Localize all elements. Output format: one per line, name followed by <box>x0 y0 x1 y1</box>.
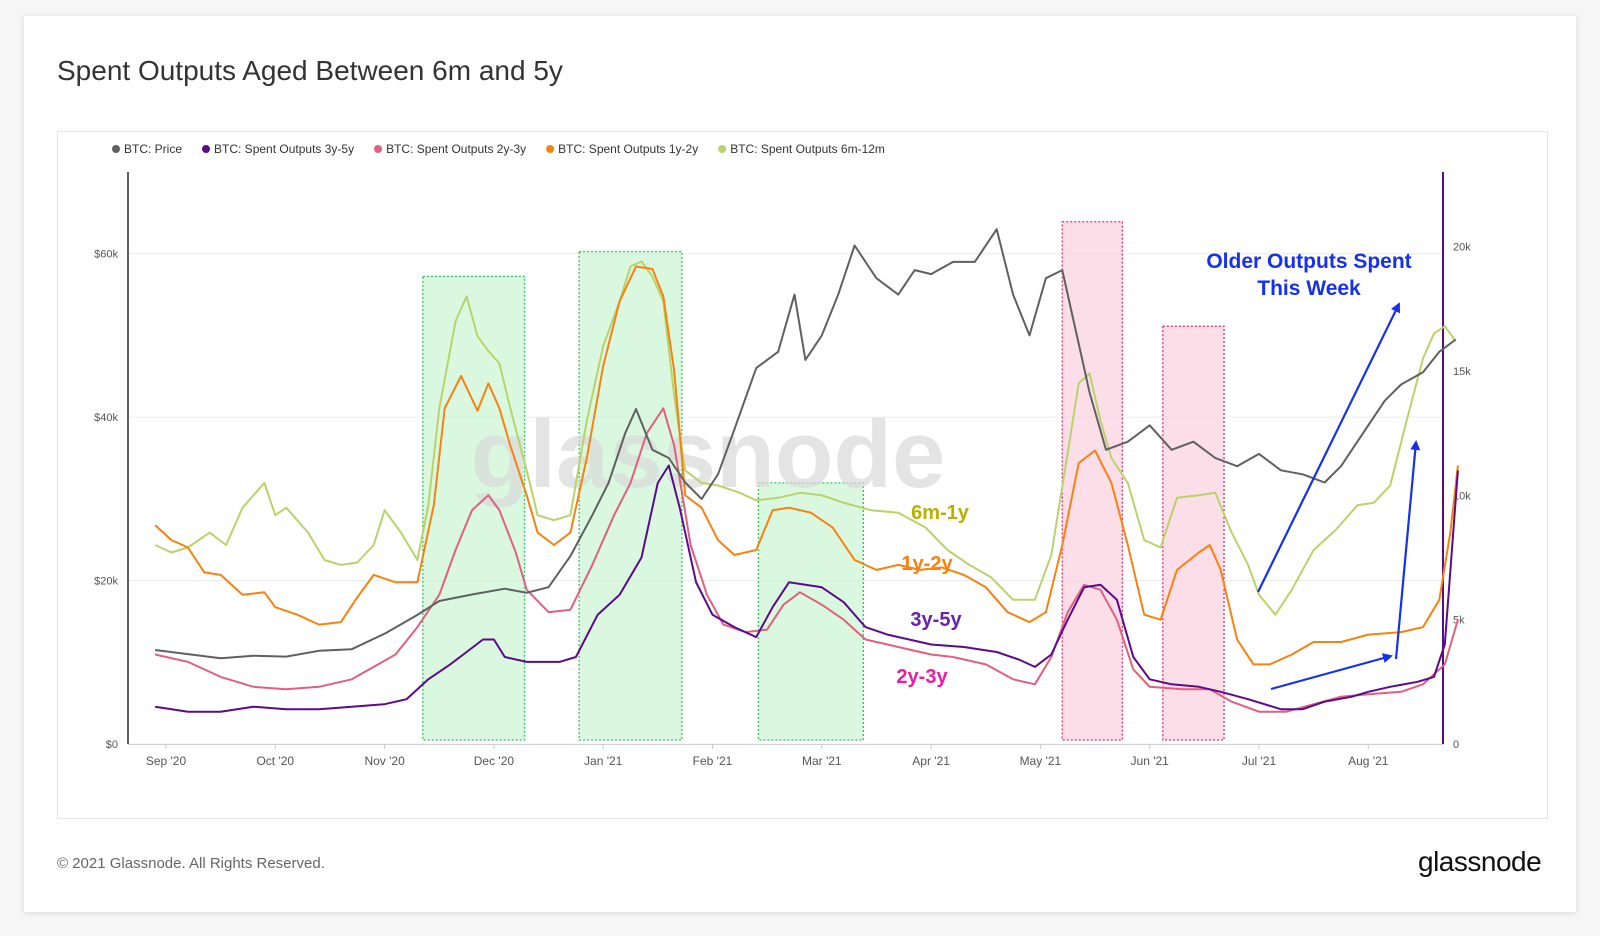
x-tick-label: Feb '21 <box>693 754 733 768</box>
x-tick-label: Dec '20 <box>474 754 515 768</box>
annotation-arrow <box>1270 653 1393 691</box>
y-left-tick-label: $60k <box>94 249 118 261</box>
watermark: glassnode <box>471 401 946 508</box>
page-title: Spent Outputs Aged Between 6m and 5y <box>57 55 563 86</box>
annotation-arrow <box>1394 440 1421 660</box>
y-left-tick-label: $0 <box>106 739 118 751</box>
glassnode-logo[interactable]: glassnode <box>1418 846 1542 877</box>
annotation-3y5y: 3y-5y <box>910 609 962 631</box>
x-tick-label: Jul '21 <box>1242 754 1277 768</box>
x-tick-label: Aug '21 <box>1348 754 1389 768</box>
x-tick-label: Mar '21 <box>802 754 842 768</box>
callout-line-1: Older Outputs Spent <box>1206 250 1411 273</box>
x-tick-label: Apr '21 <box>912 754 950 768</box>
y-left-tick-label: $40k <box>94 412 118 424</box>
annotation-2y3y: 2y-3y <box>896 666 948 688</box>
highlight-pink-box <box>1061 221 1124 741</box>
chart-container: $0 $20k $40k $60k 0 5k 10k 15k 20k Sep '20 Oct '20… <box>57 131 1548 819</box>
legend-marker <box>546 145 555 153</box>
y-right-tick-label: 20k <box>1453 242 1471 254</box>
annotation-6m1y: 6m-1y <box>911 502 970 524</box>
legend-label: BTC: Spent Outputs 6m-12m <box>730 142 885 156</box>
highlight-green-box <box>757 482 864 741</box>
x-tick-label: Sep '20 <box>146 754 187 768</box>
highlight-pink-box <box>1162 325 1225 741</box>
legend-marker <box>374 145 383 153</box>
annotation-1y2y: 1y-2y <box>901 553 953 575</box>
copyright-text: © 2021 Glassnode. All Rights Reserved. <box>57 855 325 872</box>
y-left-tick-label: $20k <box>94 576 118 588</box>
legend-label: BTC: Spent Outputs 2y-3y <box>386 142 526 156</box>
annotation-arrow <box>1257 302 1400 593</box>
series-line-0 <box>154 228 1457 660</box>
y-right-tick-label: 0 <box>1453 739 1459 751</box>
y-right-tick-label: 15k <box>1453 366 1471 378</box>
x-tick-label: Jun '21 <box>1131 754 1170 768</box>
legend-label: BTC: Spent Outputs 3y-5y <box>214 142 354 156</box>
highlight-green-box <box>578 250 683 741</box>
chart-svg: $0 $20k $40k $60k 0 5k 10k 15k 20k Sep '20 Oct '20… <box>94 142 1471 768</box>
y-right-tick-label: 5k <box>1453 615 1465 627</box>
series-line-1 <box>154 464 1459 713</box>
series-line-4 <box>154 260 1457 616</box>
x-tick-label: Jan '21 <box>584 754 623 768</box>
legend-marker <box>112 145 120 153</box>
y-right-tick-label: 10k <box>1453 490 1471 502</box>
callout-line-2: This Week <box>1257 277 1361 300</box>
x-tick-label: May '21 <box>1020 754 1062 768</box>
series-line-3 <box>154 265 1459 666</box>
legend-label: BTC: Spent Outputs 1y-2y <box>558 142 698 156</box>
x-tick-label: Nov '20 <box>364 754 405 768</box>
x-tick-label: Oct '20 <box>256 754 294 768</box>
legend-label: BTC: Price <box>124 142 182 156</box>
legend-marker <box>718 145 727 153</box>
legend-marker <box>202 145 211 153</box>
